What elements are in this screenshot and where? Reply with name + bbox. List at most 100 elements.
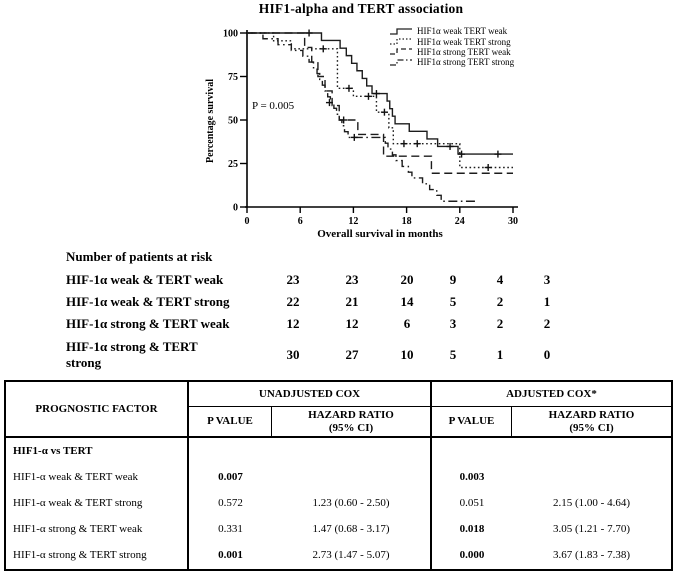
y-tick-label: 50 (228, 116, 238, 127)
cox-p-adjusted-cell: 0.003 (459, 470, 485, 483)
y-tick-label: 100 (223, 29, 238, 40)
risk-table-rows: HIF-1α weak & TERT weak 23 23 20 9 4 3 HIF-1α w… (66, 269, 578, 375)
x-axis-label: Overall survival in months (317, 228, 443, 240)
risk-label-line: HIF-1α strong & TERT weak (66, 315, 230, 331)
hr-header-line2: (95% CI) (328, 421, 374, 434)
risk-count: 3 (543, 272, 551, 287)
cox-p-unadjusted-cell: 0.007 (218, 470, 243, 483)
risk-label-line: HIF-1α weak & TERT weak (66, 271, 224, 287)
x-tick-label: 12 (348, 216, 358, 227)
cox-empty-cell (512, 438, 671, 464)
cox-hr-adjusted-cell: 2.15 (1.00 - 4.64) (553, 496, 630, 509)
risk-row: HIF-1α strong & TERT strong 30 27 10 5 1 0 (66, 335, 578, 375)
hr-header-line2: (95% CI) (569, 421, 614, 434)
risk-count: 5 (449, 294, 457, 309)
cox-p-adjusted-cell: 0.000 (459, 549, 485, 561)
y-tick-label: 75 (228, 72, 238, 83)
cox-header-adjusted: ADJUSTED COX* (432, 382, 671, 407)
x-tick-label: 18 (402, 216, 412, 227)
legend-item: HIF1α strong TERT strong (389, 57, 514, 67)
cox-p-unadjusted-cell: 0.331 (218, 522, 243, 535)
legend-label: HIF1α strong TERT strong (417, 57, 515, 68)
risk-count: 23 (345, 272, 359, 287)
cox-section-label: HIF1-α vs TERT (6, 438, 189, 464)
risk-label-line: HIF-1α strong & TERT (66, 338, 198, 354)
cox-header-hr-adjusted: HAZARD RATIO (95% CI) (512, 407, 671, 438)
cox-empty-cell (189, 438, 272, 464)
x-tick-label: 24 (455, 216, 465, 227)
cox-hr-adjusted-cell: 3.05 (1.21 - 7.70) (553, 522, 630, 535)
risk-row-label: HIF-1α weak & TERT strong (66, 294, 266, 311)
risk-count: 27 (345, 347, 359, 362)
risk-count: 23 (286, 272, 300, 287)
x-tick-label: 0 (245, 216, 250, 227)
risk-count: 6 (403, 316, 411, 331)
risk-count: 30 (286, 347, 300, 362)
cox-hr-unadjusted-cell: 2.73 (1.47 - 5.07) (272, 542, 432, 569)
cox-header-factor: PROGNOSTIC FACTOR (6, 382, 189, 438)
risk-count: 12 (286, 316, 300, 331)
risk-count: 12 (345, 316, 359, 331)
risk-row-label: HIF-1α weak & TERT weak (66, 272, 266, 289)
cox-p-unadjusted-cell: 0.001 (218, 549, 243, 561)
risk-count: 3 (449, 316, 457, 331)
risk-count: 4 (496, 272, 504, 287)
legend-label: HIF1α weak TERT strong (417, 36, 511, 47)
risk-row: HIF-1α strong & TERT weak 12 12 6 3 2 2 (66, 313, 578, 335)
cox-factor-cell: HIF1-α weak & TERT weak (6, 464, 189, 490)
legend-line-sample (390, 59, 412, 66)
cox-hr-unadjusted-cell (272, 464, 432, 490)
km-legend: HIF1α weak TERT weak HIF1α weak TERT stro… (389, 26, 514, 68)
cox-factor-cell: HIF1-α strong & TERT weak (6, 516, 189, 542)
x-tick-label: 6 (298, 216, 303, 227)
cox-factor-cell: HIF1-α strong & TERT strong (6, 542, 189, 569)
risk-count: 2 (496, 316, 504, 331)
risk-row-label: HIF-1α strong & TERT weak (66, 316, 266, 333)
km-curve (247, 32, 513, 169)
risk-table-title: Number of patients at risk (66, 249, 213, 264)
hr-header-line1: HAZARD RATIO (548, 408, 635, 421)
risk-label-line: strong (66, 355, 102, 370)
risk-count: 1 (543, 294, 551, 309)
cox-hr-unadjusted-cell: 1.47 (0.68 - 3.17) (272, 516, 432, 542)
cox-empty-cell (432, 438, 512, 464)
cox-header-pvalue-adjusted: P VALUE (432, 407, 512, 438)
risk-row-label: HIF-1α strong & TERT strong (66, 339, 266, 372)
risk-count: 0 (543, 347, 551, 362)
cox-hr-adjusted-cell: 3.67 (1.83 - 7.38) (553, 549, 630, 561)
km-chart-svg: 0 25 50 75 100 0 6 12 18 24 30 (223, 29, 518, 227)
cox-header-unadjusted: UNADJUSTED COX (189, 382, 432, 407)
cox-p-adjusted-cell: 0.018 (459, 522, 485, 535)
risk-count: 14 (400, 294, 414, 309)
chart-title: HIF1-alpha and TERT association (258, 1, 464, 16)
y-axis-label: Percentage survival (205, 79, 216, 163)
cox-p-adjusted-cell: 0.051 (459, 496, 485, 509)
y-tick-label: 25 (228, 159, 238, 170)
legend-item: HIF1α weak TERT strong (389, 36, 514, 47)
legend-label: HIF1α weak TERT weak (417, 26, 508, 37)
risk-count: 10 (400, 347, 414, 362)
legend-item: HIF1α weak TERT weak (389, 26, 514, 36)
cox-header-pvalue-unadjusted: P VALUE (189, 407, 272, 438)
risk-count: 20 (400, 272, 414, 287)
legend-line-sample (390, 48, 412, 56)
risk-count: 22 (286, 294, 300, 309)
cox-hr-unadjusted-cell: 1.23 (0.60 - 2.50) (272, 490, 432, 516)
legend-item: HIF1α strong TERT weak (389, 47, 514, 57)
hr-header-line1: HAZARD RATIO (308, 408, 394, 421)
risk-row: HIF-1α weak & TERT weak 23 23 20 9 4 3 (66, 269, 578, 291)
risk-count: 2 (496, 294, 504, 309)
risk-count: 2 (543, 316, 551, 331)
cox-factor-cell: HIF1-α weak & TERT strong (6, 490, 189, 516)
cox-hr-adjusted-cell (512, 464, 671, 490)
risk-count: 1 (496, 347, 504, 362)
cox-header-hr-unadjusted: HAZARD RATIO (95% CI) (272, 407, 432, 438)
legend-line-sample (390, 28, 412, 35)
p-value-annotation: P = 0.005 (252, 100, 295, 112)
cox-empty-cell (272, 438, 432, 464)
y-tick-label: 0 (233, 203, 238, 214)
x-tick-label: 30 (508, 216, 518, 227)
risk-count: 9 (449, 272, 457, 287)
risk-count: 21 (345, 294, 359, 309)
